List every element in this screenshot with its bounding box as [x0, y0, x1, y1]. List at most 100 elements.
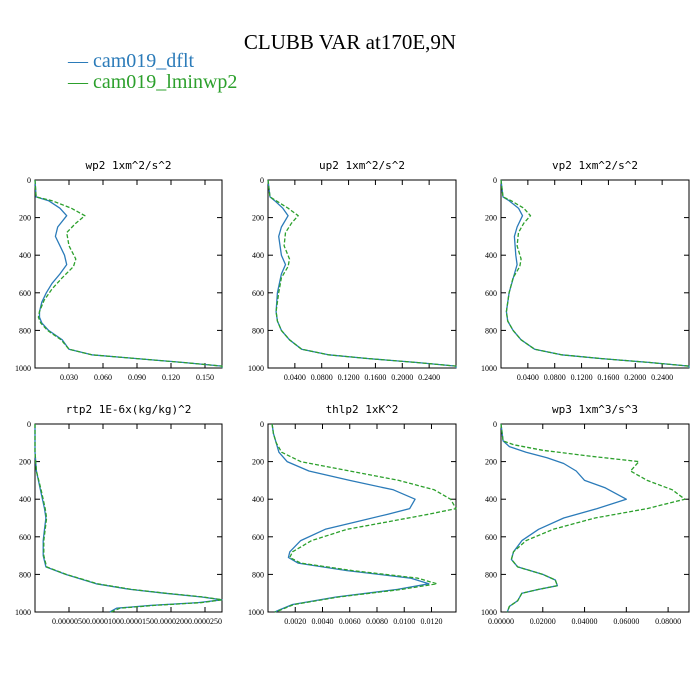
series-line-cam019_dflt — [500, 423, 627, 613]
y-tick-label: 0 — [260, 420, 264, 429]
plot-frame — [34, 179, 223, 369]
legend-line-dflt: — — [68, 50, 93, 72]
x-tick-label: 0.150 — [196, 373, 214, 382]
x-tick-label: 0.030 — [60, 373, 78, 382]
plot-frame — [267, 179, 457, 369]
chart-panel-2: vp2 1xm^2/s^2 0 200 400 600 800 1000 0.0400 0.08… — [481, 159, 690, 382]
x-tick-label: 0.0000200 — [154, 617, 188, 626]
series-line-cam019_dflt — [500, 179, 690, 368]
y-tick-label: 800 — [252, 570, 264, 579]
legend-label-dflt: cam019_dflt — [93, 50, 195, 72]
y-tick-label: 400 — [252, 251, 264, 260]
legend-entry-dflt: — cam019_dflt — [68, 50, 194, 73]
series-line-cam019_dflt — [34, 179, 223, 368]
y-tick-label: 400 — [485, 251, 497, 260]
x-tick-label: 0.0020 — [284, 617, 306, 626]
x-tick-label: 0.1200 — [338, 373, 360, 382]
series-line-cam019_lminwp2 — [500, 179, 690, 368]
panel-title: wp3 1xm^3/s^3 — [552, 403, 638, 416]
x-tick-label: 0.06000 — [613, 617, 639, 626]
panel-title: up2 1xm^2/s^2 — [319, 159, 405, 172]
y-tick-label: 1000 — [248, 608, 264, 617]
y-tick-label: 800 — [19, 326, 31, 335]
panel-title: rtp2 1E-6x(kg/kg)^2 — [66, 403, 192, 416]
x-tick-label: 0.2400 — [651, 373, 673, 382]
x-tick-label: 0.0400 — [284, 373, 306, 382]
y-tick-label: 200 — [19, 214, 31, 223]
plot-frame — [267, 423, 457, 613]
x-tick-label: 0.090 — [128, 373, 146, 382]
panel-title: thlp2 1xK^2 — [326, 403, 399, 416]
y-tick-label: 800 — [252, 326, 264, 335]
y-tick-label: 200 — [252, 214, 264, 223]
y-tick-label: 0 — [493, 176, 497, 185]
y-tick-label: 800 — [485, 570, 497, 579]
x-tick-label: 0.04000 — [572, 617, 598, 626]
y-tick-label: 1000 — [481, 364, 497, 373]
y-tick-label: 0 — [260, 176, 264, 185]
y-tick-label: 800 — [485, 326, 497, 335]
x-tick-label: 0.0100 — [393, 617, 415, 626]
x-tick-label: 0.1200 — [571, 373, 593, 382]
y-tick-label: 600 — [19, 289, 31, 298]
y-tick-label: 1000 — [15, 364, 31, 373]
chart-panel-4: thlp2 1xK^2 0 200 400 600 800 1000 0.0020 0.0040… — [248, 403, 457, 626]
x-tick-label: 0.0000250 — [188, 617, 222, 626]
y-tick-label: 600 — [19, 533, 31, 542]
page-title: CLUBB VAR at170E,9N — [243, 30, 457, 54]
x-tick-label: 0.1600 — [597, 373, 619, 382]
series-line-cam019_dflt — [271, 423, 430, 613]
y-tick-label: 1000 — [481, 608, 497, 617]
legend-entry-lminwp2: — cam019_lminwp2 — [68, 71, 237, 94]
y-tick-label: 1000 — [248, 364, 264, 373]
x-tick-label: 0.0000050 — [52, 617, 86, 626]
chart-panel-3: rtp2 1E-6x(kg/kg)^2 0 200 400 600 800 1000 0.00… — [15, 403, 223, 626]
x-tick-label: 0.0040 — [311, 617, 333, 626]
series-line-cam019_lminwp2 — [34, 424, 223, 613]
x-tick-label: 0.2400 — [418, 373, 440, 382]
chart-panel-0: wp2 1xm^2/s^2 0 200 400 600 800 1000 0.030 0.060… — [15, 159, 223, 382]
x-tick-label: 0.2000 — [624, 373, 646, 382]
x-tick-label: 0.00000 — [488, 617, 514, 626]
plot-frame — [500, 179, 690, 369]
chart-panel-1: up2 1xm^2/s^2 0 200 400 600 800 1000 0.0400 0.08… — [248, 159, 457, 382]
y-tick-label: 400 — [485, 495, 497, 504]
x-tick-label: 0.0120 — [420, 617, 442, 626]
series-line-cam019_lminwp2 — [271, 423, 457, 613]
y-tick-label: 1000 — [15, 608, 31, 617]
y-tick-label: 600 — [485, 289, 497, 298]
y-tick-label: 400 — [19, 495, 31, 504]
x-tick-label: 0.060 — [94, 373, 112, 382]
panel-title: wp2 1xm^2/s^2 — [85, 159, 171, 172]
series-line-cam019_dflt — [267, 179, 457, 368]
x-tick-label: 0.2000 — [391, 373, 413, 382]
x-tick-label: 0.0800 — [544, 373, 566, 382]
y-tick-label: 600 — [252, 533, 264, 542]
x-tick-label: 0.02000 — [530, 617, 556, 626]
panel-title: vp2 1xm^2/s^2 — [552, 159, 638, 172]
y-tick-label: 400 — [19, 251, 31, 260]
series-line-cam019_lminwp2 — [500, 423, 686, 613]
x-tick-label: 0.0800 — [311, 373, 333, 382]
legend-line-lminwp2: — — [68, 71, 93, 93]
y-tick-label: 600 — [252, 289, 264, 298]
series-line-cam019_lminwp2 — [34, 179, 223, 368]
y-tick-label: 800 — [19, 570, 31, 579]
y-tick-label: 200 — [485, 458, 497, 467]
y-tick-label: 200 — [19, 458, 31, 467]
y-tick-label: 0 — [27, 176, 31, 185]
x-tick-label: 0.0000150 — [120, 617, 154, 626]
plot-frame — [500, 423, 690, 613]
y-tick-label: 200 — [252, 458, 264, 467]
y-tick-label: 600 — [485, 533, 497, 542]
series-line-cam019_dflt — [34, 424, 223, 613]
plot-frame — [34, 423, 223, 613]
x-tick-label: 0.0080 — [366, 617, 388, 626]
legend-label-lminwp2: cam019_lminwp2 — [93, 71, 238, 93]
y-tick-label: 0 — [493, 420, 497, 429]
x-tick-label: 0.0000100 — [86, 617, 120, 626]
x-tick-label: 0.0060 — [339, 617, 361, 626]
x-tick-label: 0.1600 — [364, 373, 386, 382]
